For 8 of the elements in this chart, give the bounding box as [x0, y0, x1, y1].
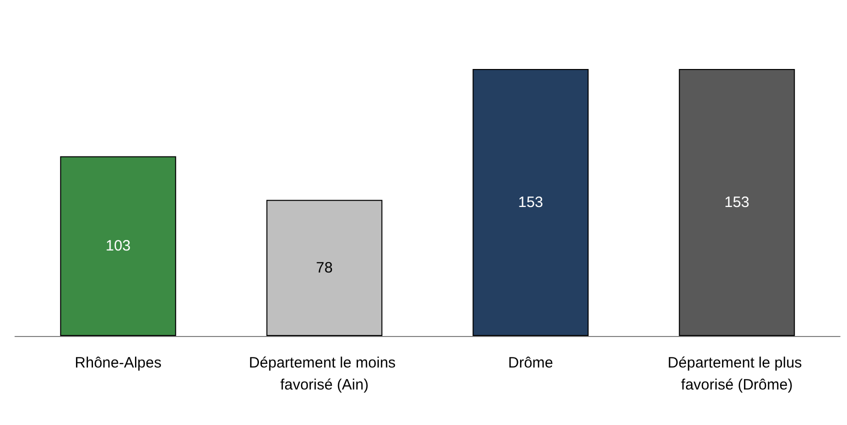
x-tick-label: Rhône-Alpes: [74, 354, 162, 372]
x-tick-label: Drôme: [508, 354, 554, 372]
x-tick-label: Département le plus favorisé (Drôme): [668, 354, 806, 394]
data-label: 78: [316, 259, 333, 276]
data-label: 103: [106, 238, 131, 255]
x-tick-label: Département le moins favorisé (Ain): [248, 354, 400, 394]
data-label: 153: [724, 194, 750, 211]
data-label: 153: [518, 194, 544, 211]
